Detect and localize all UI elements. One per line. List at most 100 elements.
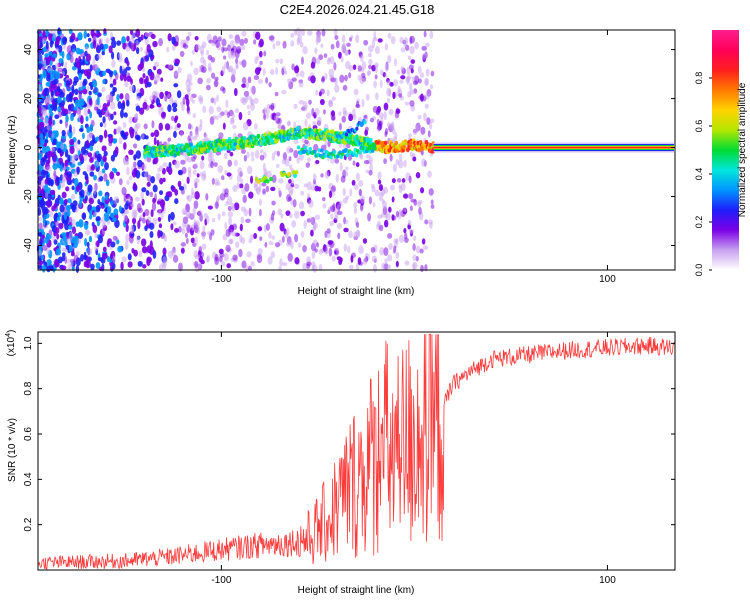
heatmap-cell [269, 176, 274, 182]
heatmap-cell [97, 155, 101, 163]
heatmap-cell [192, 113, 197, 119]
heatmap-cell [174, 58, 181, 65]
heatmap-cell [230, 74, 236, 83]
heatmap-cell [109, 252, 114, 260]
heatmap-cell [195, 43, 201, 52]
heatmap-cell [171, 186, 176, 193]
colorbar-tick-label: 0.0 [694, 264, 704, 277]
heatmap-cell [180, 247, 185, 254]
heatmap-cell [409, 82, 413, 91]
heatmap-cell [253, 97, 259, 104]
heatmap-cell [84, 46, 89, 51]
heatmap-cell [388, 88, 392, 97]
heatmap-cell [330, 116, 336, 121]
heatmap-cell [383, 247, 389, 257]
heatmap-cell [49, 39, 53, 48]
heatmap-cell [234, 241, 240, 248]
heatmap-cell [57, 96, 62, 104]
heatmap-cell [73, 254, 79, 263]
heatmap-cell [184, 222, 189, 229]
spectrogram-frame [37, 29, 676, 271]
heatmap-cell [220, 175, 225, 181]
heatmap-cell [338, 122, 342, 131]
heatmap-cell [86, 33, 90, 38]
heatmap-cell [107, 238, 112, 244]
heatmap-cell [148, 222, 155, 230]
heatmap-cell [224, 221, 228, 230]
heatmap-cell [322, 244, 328, 252]
heatmap-cell [128, 234, 134, 244]
heatmap-cell [75, 57, 79, 65]
heatmap-cell [246, 165, 253, 175]
heatmap-cell [127, 72, 131, 80]
heatmap-cell [329, 56, 335, 65]
heatmap-cell [306, 261, 312, 267]
heatmap-cell [200, 56, 205, 64]
heatmap-cell [126, 180, 130, 185]
heatmap-cell [86, 164, 92, 173]
heatmap-cell [407, 219, 412, 226]
heatmap-cell [81, 212, 87, 221]
heatmap-cell [318, 248, 323, 255]
heatmap-cell [146, 245, 152, 254]
heatmap-cell [121, 256, 127, 263]
heatmap-cell [128, 149, 134, 156]
heatmap-cell [41, 169, 46, 179]
heatmap-cell [86, 85, 90, 92]
heatmap-cell [192, 99, 195, 104]
heatmap-cell [192, 169, 197, 176]
heatmap-cell [90, 84, 94, 91]
heatmap-cell [243, 208, 249, 217]
heatmap-cell [384, 43, 388, 51]
heatmap-cell [244, 182, 250, 192]
heatmap-cell [319, 148, 324, 153]
heatmap-cell [387, 54, 392, 64]
heatmap-cell [128, 205, 132, 210]
heatmap-cell [212, 115, 217, 120]
heatmap-cell [78, 128, 84, 133]
heatmap-cell [243, 90, 250, 97]
heatmap-cell [157, 167, 161, 173]
heatmap-cell [293, 173, 298, 178]
heatmap-cell [155, 97, 160, 106]
heatmap-cell [83, 189, 90, 198]
heatmap-cell [90, 29, 95, 37]
heatmap-cell [53, 169, 57, 177]
heatmap-cell [324, 171, 330, 179]
heatmap-cell [227, 137, 232, 142]
snr-scale-prefix: (x10 [6, 336, 17, 356]
heatmap-cell [287, 78, 292, 84]
heatmap-cell [332, 149, 337, 154]
heatmap-cell [380, 212, 385, 218]
heatmap-cell [334, 208, 339, 218]
heatmap-cell [235, 64, 239, 70]
heatmap-cell [83, 30, 88, 39]
heatmap-cell [42, 245, 48, 251]
heatmap-cell [425, 42, 430, 47]
heatmap-cell [109, 171, 115, 180]
heatmap-cell [298, 153, 304, 161]
heatmap-cell [421, 45, 427, 51]
heatmap-cell [231, 68, 237, 76]
heatmap-cell [102, 79, 106, 85]
heatmap-cell [172, 107, 178, 113]
heatmap-cell [105, 94, 110, 103]
heatmap-cell [116, 239, 120, 245]
heatmap-cell [388, 243, 393, 251]
heatmap-cell [57, 67, 64, 73]
heatmap-cell [312, 173, 317, 182]
heatmap-cell [184, 94, 189, 100]
heatmap-cell [254, 56, 259, 65]
heatmap-cell [125, 99, 130, 107]
heatmap-cell [358, 245, 364, 255]
heatmap-cell [268, 81, 272, 88]
heatmap-cell [254, 150, 260, 159]
heatmap-cell [83, 251, 87, 261]
heatmap-cell [391, 214, 395, 221]
heatmap-cell [207, 205, 213, 210]
heatmap-cell [364, 129, 369, 136]
heatmap-cell [239, 223, 243, 232]
heatmap-cell [298, 201, 305, 210]
heatmap-cell [368, 58, 373, 66]
